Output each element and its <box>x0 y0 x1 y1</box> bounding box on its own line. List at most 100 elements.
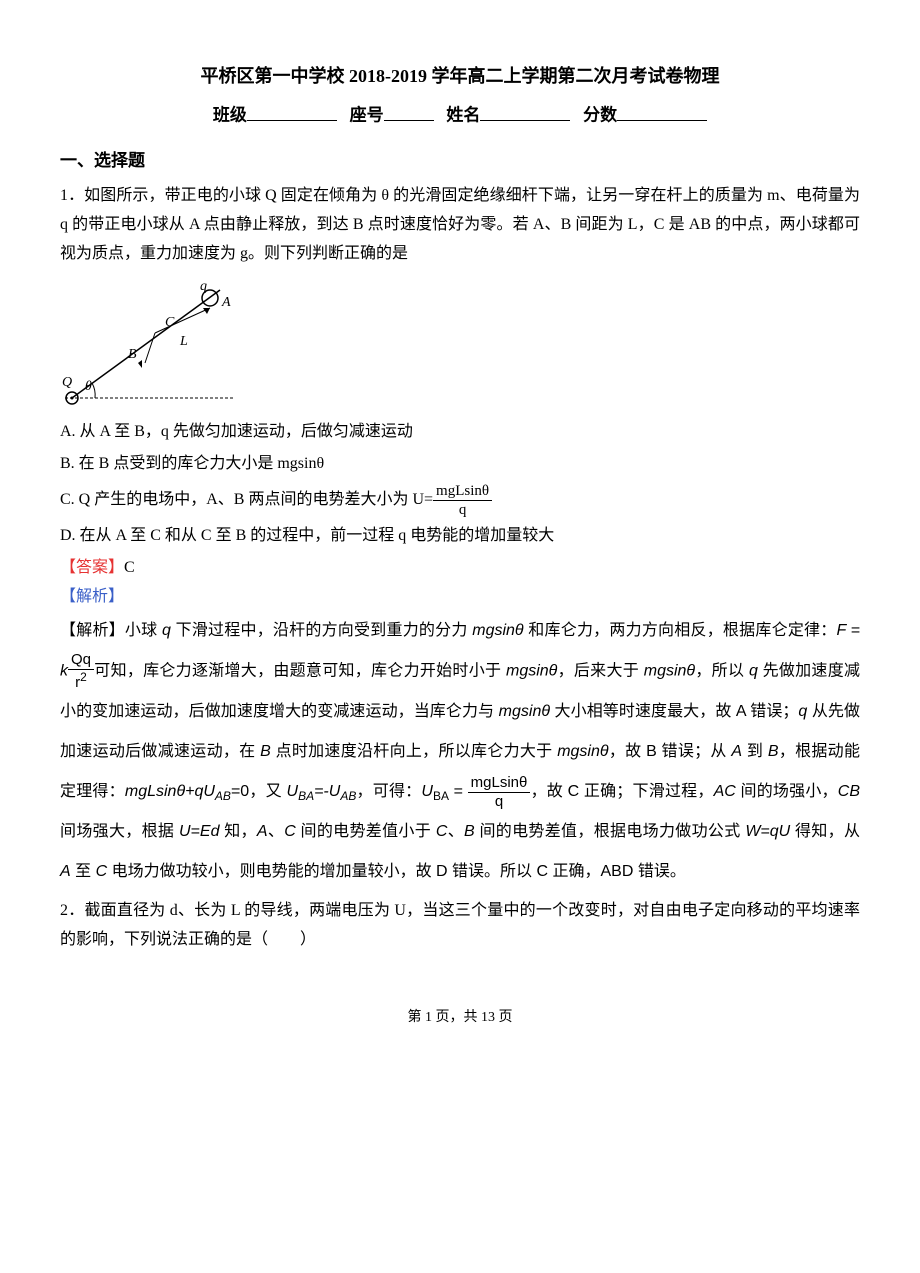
frac-den: q <box>433 501 492 519</box>
class-blank <box>247 100 337 120</box>
a-t25: 至 <box>71 863 96 880</box>
score-label: 分数 <box>583 106 617 125</box>
a-t1: 小球 <box>125 622 162 639</box>
q2-number: 2． <box>60 902 84 919</box>
a-C-3: C <box>96 863 108 880</box>
a-eq: = <box>449 783 468 800</box>
fraction-mgl-q-2: mgLsinθq <box>468 774 531 811</box>
page-footer: 第 1 页，共 13 页 <box>60 1005 860 1030</box>
a-mgsin-4: mgsinθ <box>499 703 550 720</box>
a-t6: ，所以 <box>695 663 749 680</box>
a-t20: 、 <box>268 823 285 840</box>
a-t22: 、 <box>447 823 464 840</box>
section-heading: 一、选择题 <box>60 146 860 177</box>
a-u-1: U <box>287 783 299 800</box>
exam-title: 平桥区第一中学校 2018-2019 学年高二上学期第二次月考试卷物理 <box>60 60 860 92</box>
a-B: B <box>260 743 271 760</box>
a-ued: U=Ed <box>179 823 219 840</box>
a-t16: ，故 C 正确；下滑过程， <box>530 783 713 800</box>
seat-blank <box>384 100 434 120</box>
q1-option-d: D. 在从 A 至 C 和从 C 至 B 的过程中，前一过程 q 电势能的增加量… <box>60 522 860 551</box>
a-B-3: B <box>464 823 475 840</box>
a-t3: 和库仑力，两力方向相反，根据库仑定律： <box>524 622 837 639</box>
analysis-prefix: 【解析】 <box>60 622 125 639</box>
frac-num-qq: Qq <box>68 651 94 670</box>
a-A-1: A <box>731 743 742 760</box>
frac-den-2: q <box>468 793 531 811</box>
footer-total: 13 <box>481 1010 495 1025</box>
q1-answer-line: 【答案】C <box>60 554 860 583</box>
incline-diagram: θ Q q A C L B <box>60 278 240 408</box>
fraction-mgl-q: mgLsinθq <box>433 482 492 519</box>
a-q: q <box>162 622 171 639</box>
seat-label: 座号 <box>350 106 384 125</box>
q1-analysis-body: 【解析】小球 q 下滑过程中，沿杆的方向受到重力的分力 mgsinθ 和库仑力，… <box>60 611 860 892</box>
a-sub-ba-1: BA <box>298 790 314 804</box>
question-1-text: 1．如图所示，带正电的小球 Q 固定在倾角为 θ 的光滑固定绝缘细杆下端，让另一… <box>60 182 860 268</box>
class-label: 班级 <box>213 106 247 125</box>
score-blank <box>617 100 707 120</box>
a-mgsin-2: mgsinθ <box>506 663 557 680</box>
frac-num-2: mgLsinθ <box>468 774 531 793</box>
a-t17: 间的场强小， <box>736 783 838 800</box>
a-mgsin-3: mgsinθ <box>644 663 695 680</box>
a-sub-ba-2: BA <box>433 790 449 804</box>
name-blank <box>480 100 570 120</box>
a-A-3: A <box>60 863 71 880</box>
a-t21: 间的电势差值小于 <box>301 823 436 840</box>
svg-text:q: q <box>200 279 207 294</box>
a-A-2: A <box>257 823 268 840</box>
q1-option-c: C. Q 产生的电场中，A、B 两点间的电势差大小为 U=mgLsinθq <box>60 482 860 519</box>
fraction-qq-r2: Qqr2 <box>68 651 94 692</box>
analysis-label: 【解析】 <box>60 583 860 612</box>
a-t11: ，故 B 错误；从 <box>609 743 732 760</box>
a-q-2: q <box>749 663 758 680</box>
a-t19: 知， <box>219 823 256 840</box>
svg-text:A: A <box>221 295 231 310</box>
a-t12: 到 <box>742 743 768 760</box>
a-eq0: =0 <box>231 783 249 800</box>
a-formula2: mgLsinθ+qU <box>125 783 215 800</box>
footer-page-num: 1 <box>425 1010 432 1025</box>
a-AC: AC <box>714 783 736 800</box>
svg-text:B: B <box>128 347 137 362</box>
q1-option-c-prefix: C. Q 产生的电场中，A、B 两点间的电势差大小为 U= <box>60 491 433 508</box>
q1-option-b: B. 在 B 点受到的库仑力大小是 mgsinθ <box>60 450 860 479</box>
a-eq-neg: =-U <box>314 783 340 800</box>
question-2: 2．截面直径为 d、长为 L 的导线，两端电压为 U，当这三个量中的一个改变时，… <box>60 897 860 955</box>
exam-info-row: 班级 座号 姓名 分数 <box>60 100 860 131</box>
a-t15: ，可得： <box>356 783 421 800</box>
footer-mid: 页，共 <box>432 1010 481 1025</box>
svg-text:Q: Q <box>62 375 72 390</box>
footer-suffix: 页 <box>495 1010 513 1025</box>
a-C-1: C <box>284 823 296 840</box>
answer-label: 【答案】 <box>60 559 124 576</box>
a-t14: ，又 <box>249 783 286 800</box>
q1-body: 如图所示，带正电的小球 Q 固定在倾角为 θ 的光滑固定绝缘细杆下端，让另一穿在… <box>60 187 860 262</box>
a-t8: 大小相等时速度最大，故 A 错误； <box>555 703 799 720</box>
a-t10: 点时加速度沿杆向上，所以库仑力大于 <box>271 743 557 760</box>
a-sub-ab: AB <box>215 790 231 804</box>
a-CB: CB <box>838 783 860 800</box>
name-label: 姓名 <box>446 106 480 125</box>
q2-body: 截面直径为 d、长为 L 的导线，两端电压为 U，当这三个量中的一个改变时，对自… <box>60 902 860 948</box>
a-sub-ab-2: AB <box>340 790 356 804</box>
q1-number: 1． <box>60 187 84 204</box>
a-t2: 下滑过程中，沿杆的方向受到重力的分力 <box>171 622 472 639</box>
a-t26: 电场力做功较小，则电势能的增加量较小，故 D 错误。所以 C 正确，ABD 错误… <box>107 863 686 880</box>
frac-num: mgLsinθ <box>433 482 492 501</box>
answer-value: C <box>124 559 135 576</box>
a-C-2: C <box>436 823 448 840</box>
frac-den-r2: r2 <box>68 670 94 692</box>
question-1: 1．如图所示，带正电的小球 Q 固定在倾角为 θ 的光滑固定绝缘细杆下端，让另一… <box>60 182 860 892</box>
footer-prefix: 第 <box>408 1010 426 1025</box>
a-t4: 可知，库仑力逐渐增大，由题意可知，库仑力开始时小于 <box>94 663 506 680</box>
a-B-2: B <box>768 743 779 760</box>
a-mgsin-1: mgsinθ <box>472 622 523 639</box>
svg-text:L: L <box>179 334 188 349</box>
a-q-3: q <box>798 703 807 720</box>
svg-text:θ: θ <box>85 379 92 394</box>
a-uba: U <box>421 783 433 800</box>
question-2-text: 2．截面直径为 d、长为 L 的导线，两端电压为 U，当这三个量中的一个改变时，… <box>60 897 860 955</box>
a-t5: ，后来大于 <box>557 663 639 680</box>
